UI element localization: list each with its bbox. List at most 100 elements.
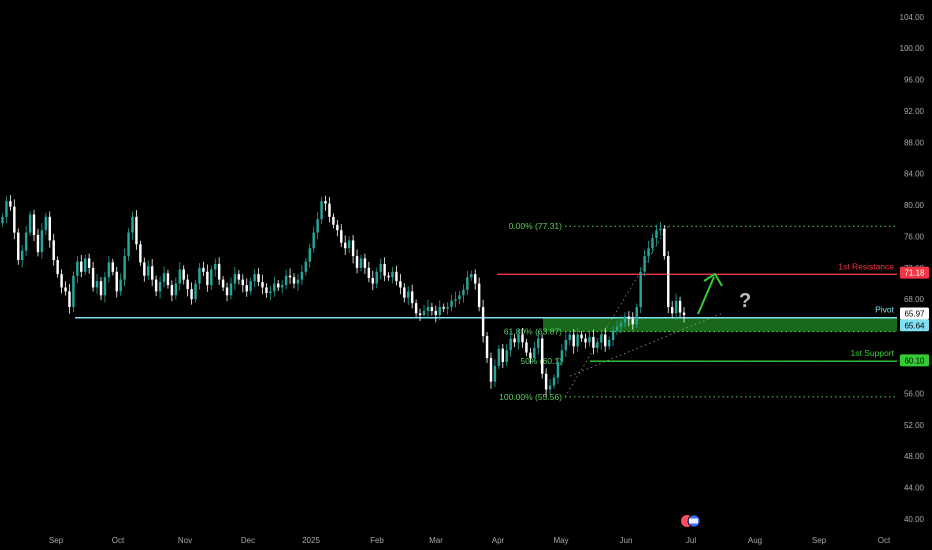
candle-body (95, 281, 99, 288)
candle-body (308, 248, 311, 262)
candle-body (682, 312, 686, 316)
candle-body (548, 385, 552, 390)
candle-body (663, 228, 666, 257)
fib-level-label: 100.00% (55.56) (499, 392, 562, 402)
candle-body (13, 206, 16, 233)
candle (87, 253, 91, 274)
candle (544, 368, 548, 397)
candle (9, 195, 12, 211)
x-tick-label: Mar (429, 536, 443, 545)
candle-body (332, 216, 335, 225)
candle (288, 268, 292, 284)
candle (663, 225, 666, 260)
candle (556, 357, 560, 384)
candle-body (296, 279, 300, 284)
x-tick-label: Apr (492, 536, 505, 545)
candle (186, 274, 189, 297)
candle (355, 249, 359, 274)
pivot-level-label: Pivot (875, 305, 895, 315)
candle (501, 343, 505, 369)
candle-body (489, 358, 493, 382)
candle (328, 196, 331, 223)
candle (481, 299, 485, 343)
candle (584, 333, 587, 349)
candle (615, 320, 619, 335)
candle-body (233, 274, 237, 284)
candle (76, 256, 79, 283)
candle-body (458, 295, 461, 300)
candle (162, 266, 166, 288)
candle-body (257, 274, 260, 282)
candle-body (36, 234, 40, 253)
candle (422, 304, 426, 320)
candle (143, 257, 146, 282)
candle-body (40, 230, 44, 253)
y-tick-label: 48.00 (904, 452, 925, 461)
candle-body (237, 274, 241, 280)
candle (477, 277, 481, 312)
candle (52, 233, 55, 266)
candle-body (651, 238, 654, 249)
candle-body (537, 338, 540, 348)
candle-body (600, 334, 603, 343)
candle (552, 374, 556, 390)
candle-body (139, 244, 142, 263)
candle (473, 269, 477, 290)
candle-body (123, 256, 126, 280)
candle (438, 300, 441, 321)
candle (123, 248, 126, 287)
candle (659, 221, 662, 236)
candle-body (194, 283, 197, 300)
flag-icon[interactable] (681, 514, 701, 528)
y-tick-label: 56.00 (904, 389, 925, 398)
candle (521, 327, 524, 348)
candle (320, 197, 323, 224)
candle-body (422, 310, 426, 315)
candle-body (426, 307, 430, 311)
candle-body (367, 267, 371, 279)
candle-body (674, 300, 678, 314)
candle (166, 269, 170, 289)
candle (139, 240, 142, 266)
candle-body (603, 334, 607, 347)
candle (367, 261, 371, 283)
candle-body (580, 334, 583, 339)
candle (387, 272, 390, 281)
candle (647, 240, 650, 263)
candle (284, 269, 288, 290)
candle-body (9, 201, 12, 207)
candle-body (292, 277, 296, 284)
candle-body (328, 203, 331, 217)
candle-body (347, 240, 351, 249)
candle-body (584, 338, 587, 343)
candle (147, 260, 150, 280)
x-tick-label: Oct (878, 536, 891, 545)
candle-body (249, 281, 252, 292)
candle (403, 283, 406, 303)
resistance-level-label: 1st Resistance (838, 261, 894, 271)
candle (351, 234, 355, 264)
candle (84, 254, 87, 276)
candle-body (576, 334, 579, 347)
candle-body (221, 279, 225, 288)
candle-body (28, 214, 32, 233)
y-tick-label: 52.00 (904, 421, 925, 430)
candle-body (470, 274, 473, 278)
candle-body (166, 273, 170, 286)
candle-body (178, 269, 181, 284)
support-zone (543, 317, 897, 332)
candle (332, 213, 335, 229)
candle (217, 257, 221, 286)
candle-body (497, 348, 501, 366)
y-tick-label: 100.00 (900, 44, 925, 53)
candle-body (261, 281, 264, 288)
candle-body (135, 216, 138, 245)
candle (316, 211, 319, 240)
candle-body (5, 201, 8, 217)
candle (277, 280, 280, 291)
candle (210, 265, 213, 290)
candle (489, 352, 493, 389)
candle (497, 345, 501, 370)
candle-body (150, 266, 154, 280)
